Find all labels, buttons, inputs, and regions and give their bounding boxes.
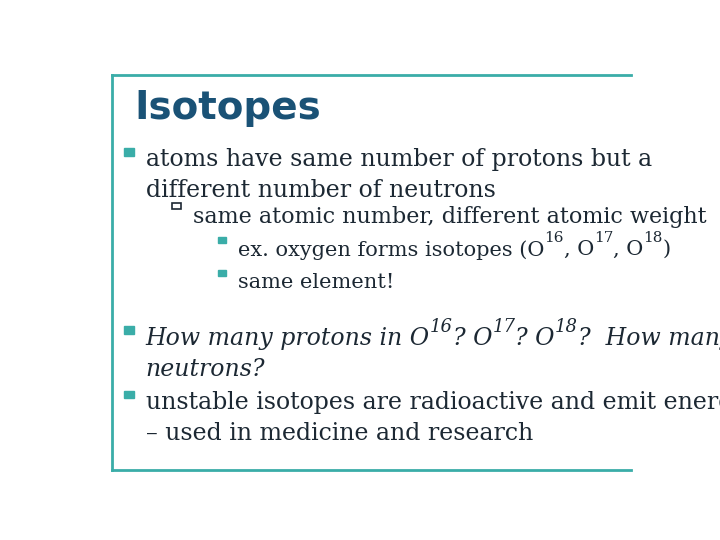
Text: atoms have same number of protons but a
different number of neutrons: atoms have same number of protons but a …: [145, 148, 652, 202]
Text: How many protons in O: How many protons in O: [145, 327, 430, 350]
Text: ex. oxygen forms isotopes (O: ex. oxygen forms isotopes (O: [238, 240, 544, 260]
Text: ): ): [663, 240, 671, 259]
FancyBboxPatch shape: [124, 148, 134, 156]
FancyBboxPatch shape: [218, 269, 226, 276]
Text: 16: 16: [430, 318, 453, 335]
FancyBboxPatch shape: [172, 203, 181, 210]
Text: Isotopes: Isotopes: [135, 90, 321, 127]
FancyBboxPatch shape: [218, 237, 226, 244]
Text: same atomic number, different atomic weight: same atomic number, different atomic wei…: [193, 206, 707, 228]
Text: unstable isotopes are radioactive and emit energy
– used in medicine and researc: unstable isotopes are radioactive and em…: [145, 391, 720, 446]
Text: neutrons?: neutrons?: [145, 358, 265, 381]
FancyBboxPatch shape: [124, 391, 134, 399]
Text: , O: , O: [613, 240, 644, 259]
Text: 17: 17: [492, 318, 516, 335]
Text: , O: , O: [564, 240, 594, 259]
Text: 18: 18: [644, 231, 663, 245]
Text: 18: 18: [555, 318, 578, 335]
FancyBboxPatch shape: [124, 326, 134, 334]
Text: ? O: ? O: [516, 327, 555, 350]
Text: 16: 16: [544, 231, 564, 245]
Text: 17: 17: [594, 231, 613, 245]
Text: same element!: same element!: [238, 273, 395, 292]
Text: ? O: ? O: [453, 327, 492, 350]
Text: ?  How many: ? How many: [578, 327, 720, 350]
